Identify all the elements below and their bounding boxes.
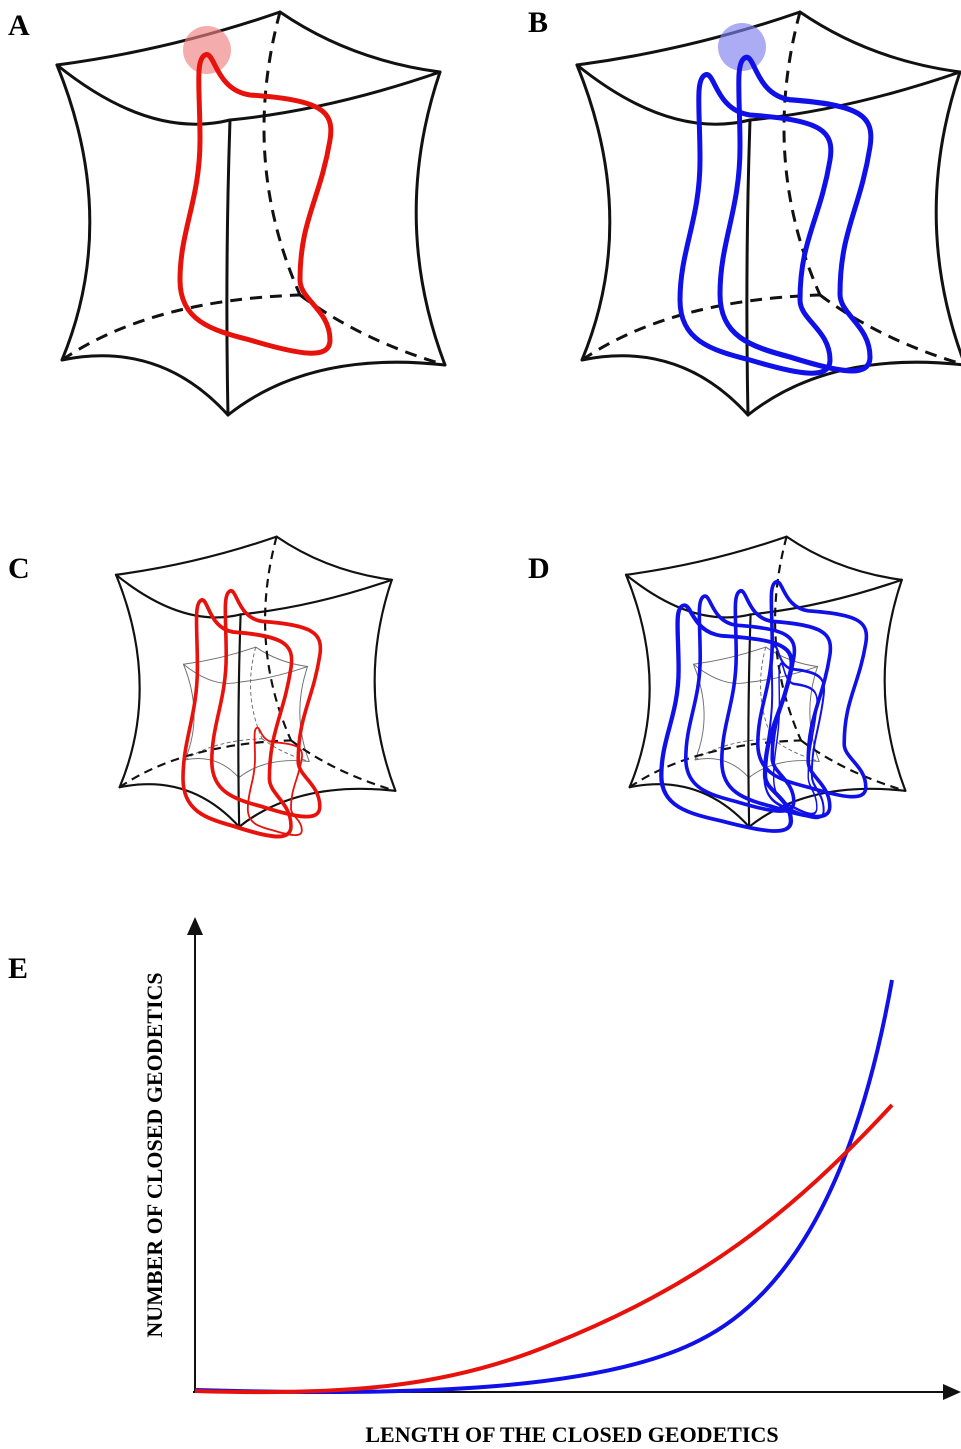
y-axis-label: NUMBER OF CLOSED GEODETICS: [142, 972, 167, 1337]
panel-d: D: [528, 537, 905, 831]
x-axis-label: LENGTH OF THE CLOSED GEODETICS: [365, 1422, 778, 1447]
panel-e: E LENGTH OF THE CLOSED GEODETICS NUMBER …: [8, 925, 953, 1447]
panel-a: A: [8, 9, 445, 415]
panel-label: C: [8, 552, 30, 585]
panel-label: B: [528, 6, 548, 39]
figure: A B C D: [0, 0, 961, 1449]
panel-b: B: [528, 6, 961, 415]
panel-label: D: [528, 552, 550, 585]
panel-c: C: [8, 537, 395, 837]
red-curve: [195, 1105, 892, 1392]
panel-label: E: [8, 952, 28, 985]
blue-curve: [195, 980, 892, 1392]
panel-label: A: [8, 9, 30, 42]
